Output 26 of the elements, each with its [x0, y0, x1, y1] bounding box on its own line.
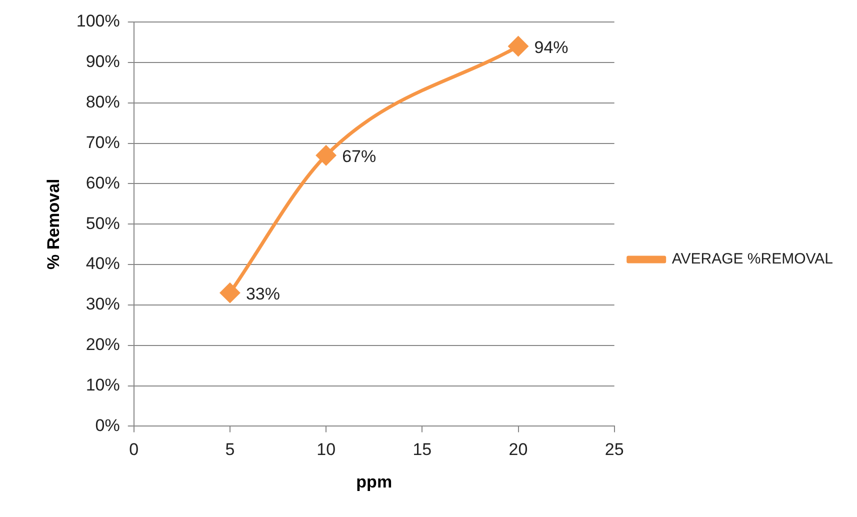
- data-label: 67%: [342, 147, 376, 166]
- y-tick-label: 10%: [86, 375, 120, 394]
- point: [508, 36, 528, 56]
- point: [316, 146, 336, 166]
- y-tick-label: 80%: [86, 92, 120, 112]
- y-tick-label: 30%: [86, 294, 120, 314]
- x-tick-label: 0: [129, 440, 139, 460]
- x-tick-label: 15: [412, 440, 432, 460]
- y-tick-label: 60%: [86, 173, 120, 192]
- x-tick-label: 5: [225, 440, 235, 460]
- point: [220, 283, 240, 303]
- x-axis-title: ppm: [356, 472, 392, 492]
- y-tick-label: 20%: [86, 335, 120, 354]
- x-tick-label: 10: [316, 440, 336, 460]
- data-label: 94%: [534, 38, 568, 57]
- y-tick-label: 50%: [86, 214, 120, 233]
- y-tick-label: 0%: [95, 416, 120, 435]
- y-axis-title: % Removal: [44, 178, 63, 270]
- x-tick-label: 20: [508, 440, 528, 460]
- data-label: 33%: [246, 284, 280, 304]
- x-tick-label: 25: [604, 440, 624, 460]
- y-tick-label: 100%: [76, 12, 120, 31]
- y-tick-label: 70%: [86, 132, 120, 152]
- y-tick-label: 40%: [86, 254, 120, 274]
- y-tick-label: 90%: [86, 52, 120, 72]
- legend-label: AVERAGE %REMOVAL: [672, 250, 833, 268]
